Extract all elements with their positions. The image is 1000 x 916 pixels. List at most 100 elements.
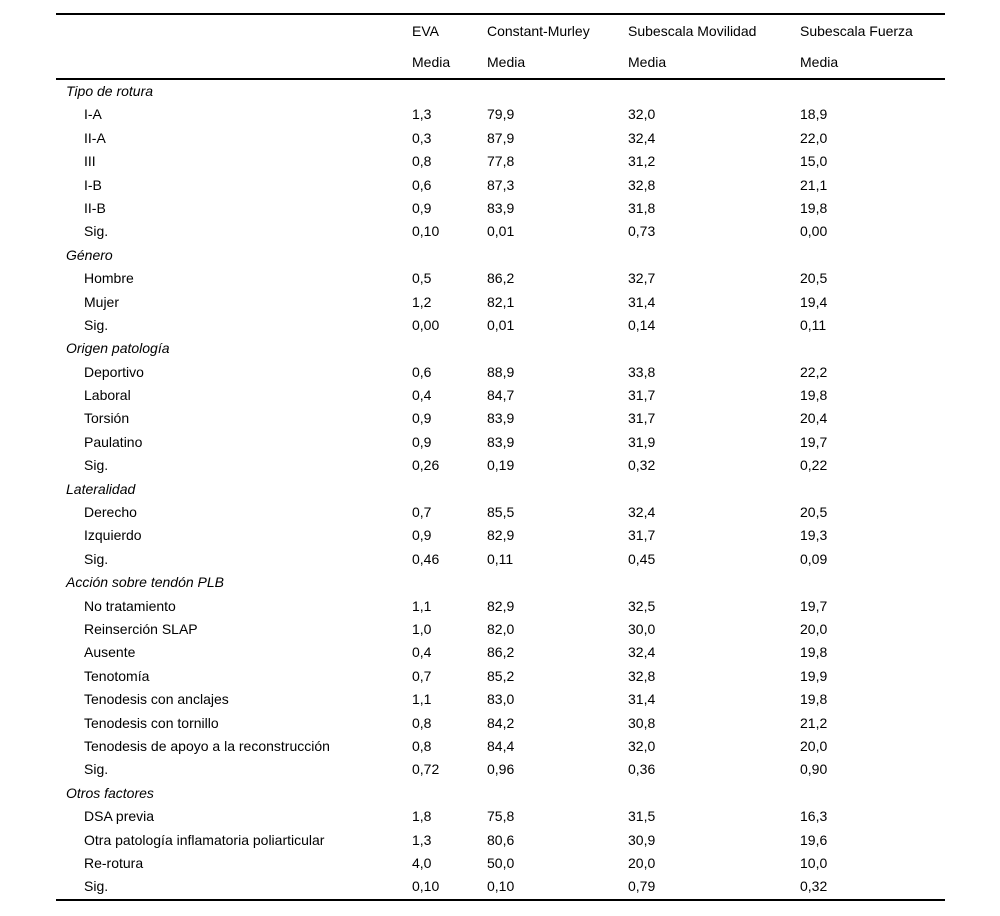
cell-value: 87,3 [487, 176, 515, 193]
cell-value: 32,4 [628, 129, 656, 146]
cell-value: 0,8 [412, 714, 432, 731]
cell-value: 83,9 [487, 410, 515, 427]
cell-value: 0,26 [412, 457, 440, 474]
cell-value: 85,5 [487, 504, 515, 521]
cell-value: 22,2 [800, 363, 828, 380]
cell-value: 83,0 [487, 691, 515, 708]
cell-value: 4,0 [412, 854, 432, 871]
cell-value: 19,8 [800, 199, 828, 216]
section-title: Acción sobre tendón PLB [66, 574, 224, 591]
cell-value: 19,7 [800, 433, 828, 450]
table-row: Sig. 0,10 0,01 0,73 0,00 [56, 220, 945, 243]
cell-value: 0,00 [412, 316, 440, 333]
section-title: Otros factores [66, 784, 154, 801]
cell-value: 82,1 [487, 293, 515, 310]
table-bottom-rule [56, 898, 945, 901]
cell-value: 32,7 [628, 270, 656, 287]
row-label: Hombre [84, 270, 134, 287]
cell-value: 31,7 [628, 410, 656, 427]
section-row: Acción sobre tendón PLB [56, 571, 945, 594]
cell-value: 20,0 [800, 620, 828, 637]
cell-value: 1,1 [412, 597, 432, 614]
section-title: Género [66, 246, 113, 263]
cell-value: 1,1 [412, 691, 432, 708]
row-label: DSA previa [84, 808, 155, 825]
cell-value: 19,4 [800, 293, 828, 310]
cell-value: 1,2 [412, 293, 432, 310]
table-row: Mujer 1,2 82,1 31,4 19,4 [56, 291, 945, 314]
cell-value: 75,8 [487, 808, 515, 825]
cell-value: 0,10 [412, 223, 440, 240]
cell-value: 19,3 [800, 527, 828, 544]
cell-value: 0,9 [412, 410, 432, 427]
cell-value: 20,0 [628, 854, 656, 871]
section-row: Otros factores [56, 782, 945, 805]
row-label: Torsión [84, 410, 130, 427]
cell-value: 31,7 [628, 387, 656, 404]
results-table: EVA Constant-Murley Subescala Movilidad … [56, 13, 945, 901]
cell-value: 19,7 [800, 597, 828, 614]
section-title: Lateralidad [66, 480, 136, 497]
row-label: I-A [84, 106, 102, 123]
col-subheader-media-subescala-movilidad: Media [628, 54, 667, 71]
cell-value: 19,6 [800, 831, 828, 848]
cell-value: 16,3 [800, 808, 828, 825]
cell-value: 19,8 [800, 691, 828, 708]
table-row: DSA previa 1,8 75,8 31,5 16,3 [56, 805, 945, 828]
cell-value: 0,11 [487, 550, 514, 567]
table-row: Reinserción SLAP 1,0 82,0 30,0 20,0 [56, 618, 945, 641]
table-row: No tratamiento 1,1 82,9 32,5 19,7 [56, 595, 945, 618]
row-label: Mujer [84, 293, 120, 310]
col-header-constant-murley: Constant-Murley [487, 22, 590, 39]
row-label: II-B [84, 199, 106, 216]
table-row: I-B 0,6 87,3 32,8 21,1 [56, 174, 945, 197]
cell-value: 0,7 [412, 504, 432, 521]
row-label: No tratamiento [84, 597, 176, 614]
table-row: Sig. 0,26 0,19 0,32 0,22 [56, 454, 945, 477]
cell-value: 77,8 [487, 153, 515, 170]
table-row: Torsión 0,9 83,9 31,7 20,4 [56, 407, 945, 430]
row-label: Tenotomía [84, 667, 150, 684]
cell-value: 20,0 [800, 737, 828, 754]
cell-value: 19,8 [800, 387, 828, 404]
cell-value: 0,10 [487, 878, 515, 895]
col-header-subescala-movilidad: Subescala Movilidad [628, 22, 757, 39]
cell-value: 0,11 [800, 316, 827, 333]
cell-value: 83,9 [487, 433, 515, 450]
cell-value: 0,3 [412, 129, 432, 146]
cell-value: 32,8 [628, 176, 656, 193]
table-row: II-B 0,9 83,9 31,8 19,8 [56, 197, 945, 220]
table-row: Tenodesis de apoyo a la reconstrucción 0,… [56, 735, 945, 758]
table-row: Tenotomía 0,7 85,2 32,8 19,9 [56, 665, 945, 688]
section-title: Tipo de rotura [66, 83, 154, 99]
cell-value: 20,4 [800, 410, 828, 427]
cell-value: 22,0 [800, 129, 828, 146]
row-label: Tenodesis con tornillo [84, 714, 219, 731]
col-subheader-media-eva: Media [412, 54, 451, 71]
table-row: Paulatino 0,9 83,9 31,9 19,7 [56, 431, 945, 454]
cell-value: 0,6 [412, 363, 432, 380]
cell-value: 0,00 [800, 223, 828, 240]
table-row: III 0,8 77,8 31,2 15,0 [56, 150, 945, 173]
cell-value: 21,2 [800, 714, 828, 731]
cell-value: 87,9 [487, 129, 515, 146]
cell-value: 1,3 [412, 831, 432, 848]
table-row: Tenodesis con anclajes 1,1 83,0 31,4 19,8 [56, 688, 945, 711]
cell-value: 0,90 [800, 761, 828, 778]
cell-value: 0,7 [412, 667, 432, 684]
row-label: Sig. [84, 223, 109, 240]
cell-value: 80,6 [487, 831, 515, 848]
row-label: Sig. [84, 761, 109, 778]
row-label: Tenodesis con anclajes [84, 691, 229, 708]
table-row: Hombre 0,5 86,2 32,7 20,5 [56, 267, 945, 290]
row-label: Laboral [84, 387, 131, 404]
row-label: III [84, 153, 96, 170]
section-row: Género [56, 244, 945, 267]
cell-value: 33,8 [628, 363, 656, 380]
cell-value: 31,2 [628, 153, 656, 170]
cell-value: 88,9 [487, 363, 515, 380]
cell-value: 83,9 [487, 199, 515, 216]
row-label: Sig. [84, 316, 109, 333]
row-label: Derecho [84, 504, 137, 521]
cell-value: 32,4 [628, 504, 656, 521]
